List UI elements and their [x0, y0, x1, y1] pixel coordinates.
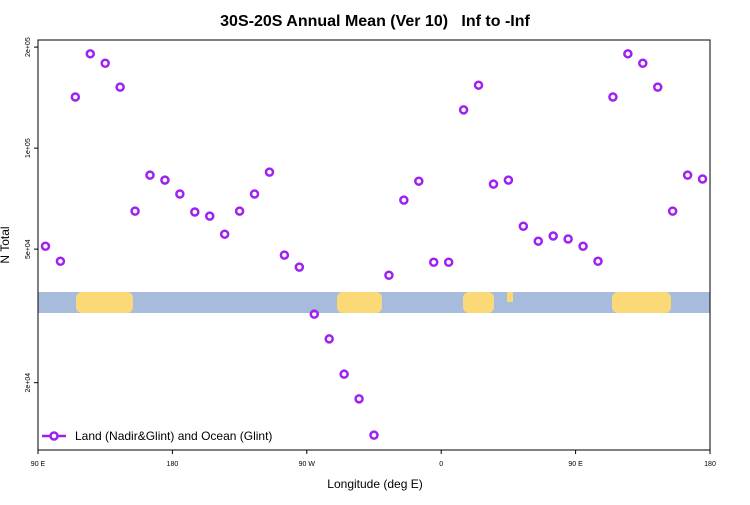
point	[414, 176, 424, 186]
point	[85, 49, 96, 59]
y-tick-label: 2e+05	[25, 37, 32, 57]
point	[175, 189, 185, 199]
x-tick-label: 90 W	[299, 461, 316, 468]
point	[578, 241, 588, 251]
point	[533, 236, 544, 246]
y-axis-label: N Total	[0, 226, 12, 263]
point	[279, 250, 290, 260]
point	[623, 49, 633, 59]
point	[264, 167, 275, 177]
point	[667, 206, 678, 216]
point	[458, 105, 469, 115]
point	[294, 262, 305, 272]
point	[473, 80, 484, 90]
x-tick-label: 0	[439, 461, 443, 468]
point	[115, 82, 125, 92]
point	[593, 256, 603, 267]
point	[339, 369, 349, 379]
point	[548, 231, 558, 241]
point	[369, 430, 379, 440]
point	[354, 394, 364, 404]
point	[204, 211, 215, 221]
x-tick-label: 180	[167, 461, 179, 468]
point	[443, 257, 454, 267]
point	[503, 175, 514, 185]
point	[55, 256, 66, 267]
point	[40, 241, 51, 251]
point	[70, 92, 81, 102]
y-tick-label: 1e+05	[25, 138, 32, 158]
point	[384, 270, 394, 280]
legend-marker	[49, 431, 59, 441]
point	[638, 58, 648, 69]
point	[249, 189, 260, 199]
point	[190, 207, 200, 217]
point	[160, 175, 170, 185]
point	[219, 229, 230, 239]
point	[488, 179, 499, 189]
x-axis-label: Longitude (deg E)	[327, 477, 422, 491]
point	[608, 92, 618, 102]
legend-label: Land (Nadir&Glint) and Ocean (Glint)	[75, 429, 272, 443]
y-tick-label: 5e+04	[25, 239, 32, 259]
point	[518, 221, 529, 232]
point	[324, 334, 334, 344]
point	[145, 170, 155, 180]
chart-title: 30S-20S Annual Mean (Ver 10) Inf to -Inf	[220, 13, 530, 30]
point	[563, 234, 573, 244]
point	[428, 257, 439, 267]
point	[682, 170, 693, 180]
point	[234, 206, 245, 216]
point	[399, 195, 409, 205]
plot-frame	[37, 39, 711, 451]
map-strip	[38, 292, 710, 313]
point	[100, 58, 110, 69]
point	[309, 309, 320, 319]
x-tick-label: 180	[704, 461, 716, 468]
y-tick-label: 2e+04	[25, 373, 32, 393]
point	[697, 174, 708, 184]
point	[130, 206, 140, 216]
x-tick-label: 90 E	[568, 461, 583, 468]
point	[652, 82, 663, 92]
x-tick-label: 90 E	[31, 461, 46, 468]
